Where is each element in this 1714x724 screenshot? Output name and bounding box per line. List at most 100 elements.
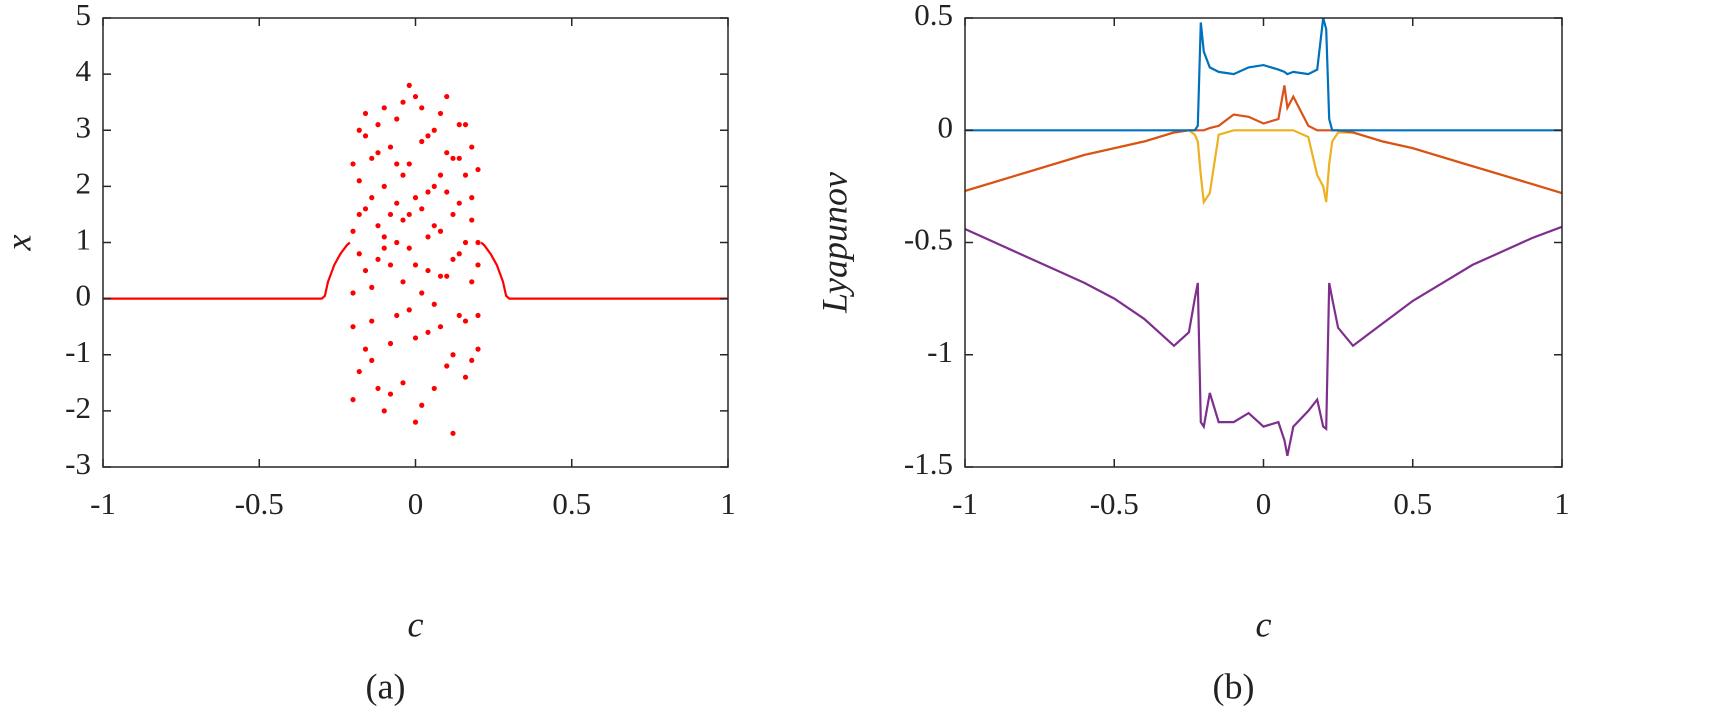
x-tick-label: -1 <box>952 486 978 521</box>
point <box>362 346 369 352</box>
point <box>369 357 375 363</box>
point <box>387 211 394 218</box>
series-line <box>965 85 1562 195</box>
point <box>400 99 406 105</box>
x-tick-label: 0 <box>1256 486 1272 521</box>
y-tick-label: 0 <box>76 278 92 313</box>
point <box>356 127 362 133</box>
point <box>394 116 400 122</box>
point <box>394 239 400 246</box>
axes-frame <box>102 17 729 468</box>
point <box>350 397 356 403</box>
y-tick-label: 5 <box>76 0 92 32</box>
point <box>406 161 412 167</box>
point <box>350 228 356 234</box>
point <box>412 419 419 425</box>
point <box>444 150 450 156</box>
point <box>425 133 431 139</box>
point <box>356 251 362 257</box>
point <box>375 223 381 229</box>
x-tick-label: 0.5 <box>552 486 591 521</box>
point <box>456 312 462 319</box>
point <box>469 357 475 363</box>
point <box>450 430 456 436</box>
point <box>362 110 369 117</box>
y-axis-label: Lyapunov <box>814 172 854 314</box>
point <box>444 363 450 369</box>
point <box>431 223 437 229</box>
point <box>450 211 456 218</box>
point <box>406 211 412 218</box>
point <box>400 217 406 223</box>
y-tick-label: -1 <box>65 334 91 369</box>
point <box>437 228 444 234</box>
x-tick-label: 0 <box>408 486 424 521</box>
point <box>437 273 444 279</box>
point <box>350 290 356 296</box>
point <box>437 172 444 178</box>
y-tick-label: 3 <box>76 109 92 144</box>
caption: (a) <box>366 666 406 706</box>
point <box>381 234 387 240</box>
point <box>381 245 387 251</box>
y-tick-label: -1 <box>927 334 953 369</box>
y-tick-label: -3 <box>65 446 91 481</box>
point <box>462 374 469 380</box>
y-tick-label: 4 <box>76 53 92 88</box>
point <box>431 183 437 189</box>
x-tick-label: -0.5 <box>235 486 284 521</box>
point <box>475 239 481 246</box>
point <box>419 206 425 212</box>
point <box>387 262 394 268</box>
point <box>425 329 431 335</box>
point <box>425 234 431 240</box>
point <box>356 368 362 375</box>
point <box>406 307 412 313</box>
point <box>375 256 381 262</box>
point <box>362 267 369 274</box>
point <box>475 166 481 173</box>
point <box>456 251 462 257</box>
point <box>369 284 375 290</box>
point <box>412 262 419 268</box>
point <box>419 402 425 408</box>
point <box>419 138 425 145</box>
point <box>469 217 475 223</box>
point <box>475 312 481 319</box>
subplot: -1 -0.5 0 0.5 1 -1.5 -1 -0.5 0 0.5 c Lyapunov (b) <box>814 0 1569 706</box>
y-tick-label: 0.5 <box>914 0 953 32</box>
point <box>375 150 381 156</box>
point <box>456 155 462 161</box>
point <box>375 122 381 128</box>
y-axis-label: x <box>0 234 38 251</box>
point <box>356 211 362 218</box>
caption: (b) <box>1213 666 1255 706</box>
point <box>400 172 406 178</box>
branch-line <box>103 241 728 300</box>
y-tick-label: -1.5 <box>904 446 953 481</box>
point <box>387 144 394 150</box>
point <box>400 279 406 285</box>
point <box>419 105 425 111</box>
point <box>394 161 400 167</box>
point <box>387 391 394 397</box>
y-tick-label: 0 <box>938 109 954 144</box>
x-axis-label: c <box>1256 604 1272 644</box>
point <box>462 239 469 246</box>
plot-area <box>103 82 728 436</box>
point <box>412 93 419 100</box>
series-line <box>965 18 1562 132</box>
plot-area <box>965 18 1562 457</box>
x-tick-label: 1 <box>1554 486 1570 521</box>
point <box>437 324 444 330</box>
point <box>362 206 369 212</box>
point <box>431 127 437 133</box>
point <box>350 324 356 330</box>
point <box>369 195 375 201</box>
point <box>362 133 369 139</box>
point <box>450 352 456 358</box>
point <box>394 200 400 206</box>
point <box>425 189 431 195</box>
point <box>381 183 387 189</box>
